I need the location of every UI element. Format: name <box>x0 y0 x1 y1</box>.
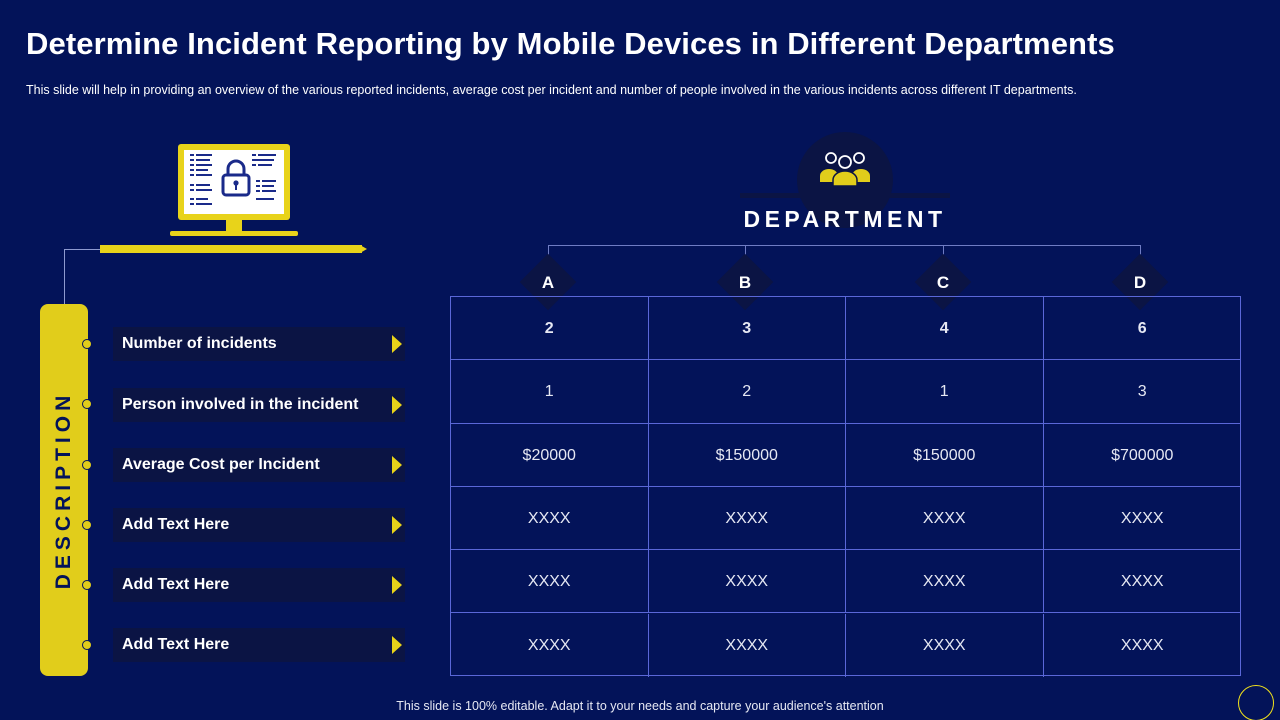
connector-line <box>64 249 100 250</box>
tree-connector <box>548 245 1141 246</box>
row-bullet <box>82 520 92 530</box>
chevron-right-icon <box>391 448 405 482</box>
tree-connector <box>1140 245 1141 257</box>
column-header-c: C <box>936 273 950 292</box>
column-header-a: A <box>541 273 555 292</box>
row-label-incidents: Number of incidents <box>113 327 391 361</box>
data-table: 2 3 4 6 1 2 1 3 $20000 $150000 $150000 $… <box>450 296 1241 677</box>
table-cell: XXXX <box>648 486 846 551</box>
chevron-right-icon <box>391 628 405 662</box>
team-people-icon <box>818 148 872 193</box>
table-cell: $150000 <box>648 423 846 487</box>
table-cell: XXXX <box>1043 487 1241 551</box>
table-cell: 1 <box>451 360 649 424</box>
row-bullet <box>82 460 92 470</box>
table-cell: XXXX <box>1043 550 1241 614</box>
monitor-lock-icon <box>170 142 300 247</box>
table-cell: 2 <box>451 297 649 361</box>
chevron-right-icon <box>391 327 405 361</box>
table-cell: XXXX <box>648 550 846 614</box>
row-bullet <box>82 399 92 409</box>
table-cell: $700000 <box>1043 424 1241 487</box>
chevron-right-icon <box>391 508 405 542</box>
corner-circle-decoration <box>1238 685 1274 720</box>
page-title: Determine Incident Reporting by Mobile D… <box>26 26 1115 61</box>
row-label-avg-cost: Average Cost per Incident <box>113 448 391 482</box>
table-cell: 1 <box>846 360 1044 424</box>
row-bullet <box>82 580 92 590</box>
table-cell: XXXX <box>846 486 1044 551</box>
department-underline <box>740 193 950 198</box>
tree-connector <box>548 245 549 257</box>
table-cell: XXXX <box>846 550 1044 614</box>
chevron-right-icon <box>391 388 405 422</box>
shelf-arrow-tip <box>360 245 367 253</box>
table-cell: 3 <box>648 297 846 361</box>
column-header-d: D <box>1133 273 1147 292</box>
table-cell: 2 <box>648 360 846 424</box>
row-bullet <box>82 339 92 349</box>
table-cell: $20000 <box>451 423 649 487</box>
table-cell: XXXX <box>846 613 1044 677</box>
table-cell: XXXX <box>451 486 649 551</box>
row-label-text-3: Add Text Here <box>113 628 391 662</box>
description-label: DESCRIPTION <box>52 390 75 590</box>
row-label-text-1: Add Text Here <box>113 508 391 542</box>
table-cell: XXXX <box>649 613 846 677</box>
department-title: DEPARTMENT <box>743 206 947 232</box>
footer-note: This slide is 100% editable. Adapt it to… <box>396 699 884 713</box>
column-header-b: B <box>738 273 752 292</box>
table-cell: 3 <box>1043 360 1241 424</box>
row-label-text-2: Add Text Here <box>113 568 391 602</box>
table-cell: $150000 <box>846 423 1044 487</box>
connector-line <box>64 249 65 305</box>
row-label-persons: Person involved in the incident <box>113 388 391 422</box>
tree-connector <box>943 245 944 257</box>
shelf-bar <box>100 245 362 253</box>
chevron-right-icon <box>391 568 405 602</box>
table-cell: 4 <box>846 297 1044 361</box>
description-bar <box>40 304 88 676</box>
table-cell: XXXX <box>451 613 649 677</box>
page-subtitle: This slide will help in providing an ove… <box>26 83 1077 97</box>
table-cell: XXXX <box>451 550 649 614</box>
table-cell: 6 <box>1043 297 1241 361</box>
table-cell: XXXX <box>1120 636 1164 654</box>
row-bullet <box>82 640 92 650</box>
tree-connector <box>745 245 746 257</box>
